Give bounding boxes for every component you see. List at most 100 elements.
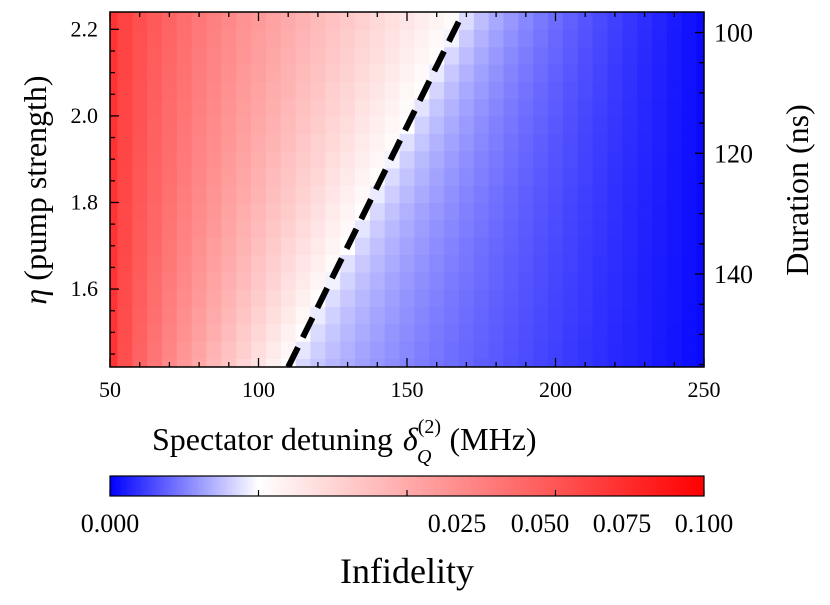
heatmap-cell bbox=[399, 271, 416, 290]
heatmap-cell bbox=[176, 341, 193, 359]
heatmap-cell bbox=[666, 306, 683, 325]
heatmap-cell bbox=[265, 185, 282, 204]
heatmap-cell bbox=[444, 115, 460, 134]
heatmap-cell bbox=[147, 271, 163, 290]
heatmap-cell bbox=[503, 150, 519, 169]
heatmap-cell bbox=[637, 341, 653, 359]
heatmap-cell bbox=[577, 81, 594, 100]
heatmap-cell bbox=[191, 323, 208, 342]
heatmap-cell bbox=[355, 323, 371, 342]
heatmap-cell bbox=[265, 323, 282, 342]
heatmap-cell bbox=[652, 219, 668, 238]
heatmap-cell bbox=[518, 219, 534, 238]
heatmap-cell bbox=[176, 219, 193, 238]
heatmap-cell bbox=[592, 115, 609, 134]
heatmap-cell bbox=[562, 29, 579, 48]
heatmap-cell bbox=[325, 289, 341, 307]
heatmap-cell bbox=[251, 323, 267, 342]
heatmap-cell bbox=[622, 271, 638, 290]
heatmap-cell bbox=[637, 63, 653, 82]
heatmap-cell bbox=[117, 115, 133, 134]
heatmap-cell bbox=[414, 323, 430, 342]
heatmap-cell bbox=[592, 133, 609, 152]
heatmap-cell bbox=[132, 289, 148, 307]
heatmap-cell bbox=[265, 98, 282, 117]
heatmap-cell bbox=[384, 289, 401, 307]
heatmap-cell bbox=[592, 185, 609, 204]
heatmap-cell bbox=[310, 219, 326, 238]
heatmap-cell bbox=[562, 237, 579, 256]
heatmap-cell bbox=[206, 63, 222, 82]
heatmap-cell bbox=[369, 254, 386, 273]
heatmap-cell bbox=[592, 306, 609, 325]
heatmap-cell bbox=[206, 289, 222, 307]
heatmap-cell bbox=[607, 63, 623, 82]
heatmap-cell bbox=[503, 202, 519, 221]
heatmap-cell bbox=[176, 150, 193, 169]
heatmap-cell bbox=[325, 12, 341, 30]
heatmap-cell bbox=[295, 12, 312, 30]
heatmap-cell bbox=[310, 81, 326, 100]
heatmap-cell bbox=[666, 133, 683, 152]
heatmap-cell bbox=[696, 115, 704, 134]
heatmap-cell bbox=[280, 254, 297, 273]
heatmap-cell bbox=[429, 323, 445, 342]
heatmap-cell bbox=[191, 219, 208, 238]
heatmap-cell bbox=[110, 306, 119, 325]
heatmap-cell bbox=[280, 63, 297, 82]
heatmap-cell bbox=[295, 81, 312, 100]
heatmap-cell bbox=[548, 341, 564, 359]
heatmap-cell bbox=[236, 271, 252, 290]
heatmap-cell bbox=[176, 271, 193, 290]
heatmap-cell bbox=[384, 46, 401, 65]
heatmap-cell bbox=[132, 341, 148, 359]
heatmap-cell bbox=[325, 358, 341, 367]
heatmap-cell bbox=[429, 289, 445, 307]
y2-tick-label: 140 bbox=[714, 260, 753, 289]
heatmap-cell bbox=[607, 202, 623, 221]
heatmap-cell bbox=[414, 150, 430, 169]
heatmap-cell bbox=[429, 98, 445, 117]
heatmap-cell bbox=[310, 98, 326, 117]
heatmap-cell bbox=[444, 254, 460, 273]
heatmap-cell bbox=[473, 133, 490, 152]
x-axis-title-text: Spectator detuning bbox=[152, 421, 393, 457]
heatmap-cell bbox=[473, 12, 490, 30]
heatmap-cell bbox=[265, 219, 282, 238]
heatmap-cell bbox=[622, 289, 638, 307]
heatmap-cell bbox=[458, 12, 475, 30]
heatmap-cell bbox=[384, 167, 401, 186]
heatmap-cell bbox=[518, 341, 534, 359]
heatmap-cell bbox=[473, 358, 490, 367]
heatmap-cell bbox=[399, 289, 416, 307]
heatmap-cell bbox=[577, 12, 594, 30]
heatmap-cell bbox=[637, 81, 653, 100]
heatmap-cell bbox=[369, 219, 386, 238]
heatmap-cell bbox=[310, 12, 326, 30]
heatmap-cell bbox=[355, 358, 371, 367]
heatmap-cell bbox=[117, 167, 133, 186]
heatmap-cell bbox=[161, 289, 178, 307]
heatmap-cell bbox=[444, 63, 460, 82]
heatmap-cell bbox=[369, 289, 386, 307]
heatmap-cell bbox=[473, 185, 490, 204]
heatmap-cell bbox=[473, 46, 490, 65]
heatmap-cell bbox=[399, 254, 416, 273]
heatmap-cell bbox=[518, 46, 534, 65]
heatmap-cell bbox=[384, 271, 401, 290]
heatmap-cell bbox=[176, 202, 193, 221]
heatmap-cell bbox=[444, 150, 460, 169]
heatmap-cell bbox=[666, 271, 683, 290]
heatmap-cell bbox=[562, 167, 579, 186]
heatmap-cell bbox=[577, 254, 594, 273]
heatmap-cell bbox=[681, 254, 698, 273]
heatmap-cell bbox=[384, 12, 401, 30]
heatmap-cell bbox=[429, 29, 445, 48]
heatmap-cell bbox=[340, 63, 356, 82]
y-tick-label: 2.2 bbox=[71, 16, 99, 41]
heatmap-cell bbox=[147, 341, 163, 359]
heatmap-cell bbox=[161, 133, 178, 152]
heatmap-cell bbox=[548, 237, 564, 256]
heatmap-cell bbox=[340, 46, 356, 65]
heatmap-cell bbox=[414, 202, 430, 221]
